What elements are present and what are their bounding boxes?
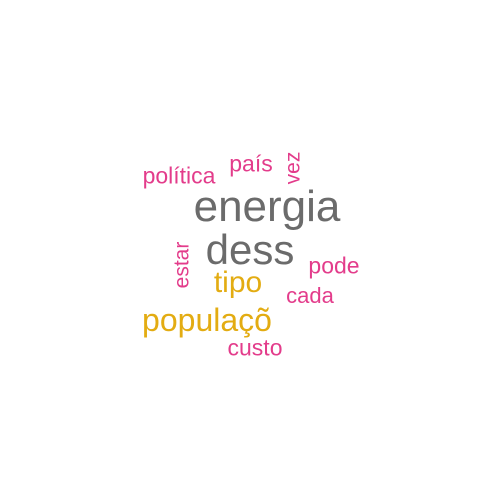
- word-custo: custo: [227, 334, 283, 361]
- word-cada: cada: [286, 283, 334, 308]
- word-populacao: populaçõ: [142, 302, 272, 338]
- word-politica: política: [142, 162, 216, 189]
- word-pais: país: [229, 150, 273, 177]
- word-dess: dess: [205, 226, 295, 273]
- word-tipo: tipo: [213, 266, 263, 299]
- word-energia: energia: [193, 182, 341, 231]
- word-estar: estar: [170, 241, 194, 289]
- word-pode: pode: [308, 252, 360, 279]
- word-vez: vez: [281, 151, 305, 185]
